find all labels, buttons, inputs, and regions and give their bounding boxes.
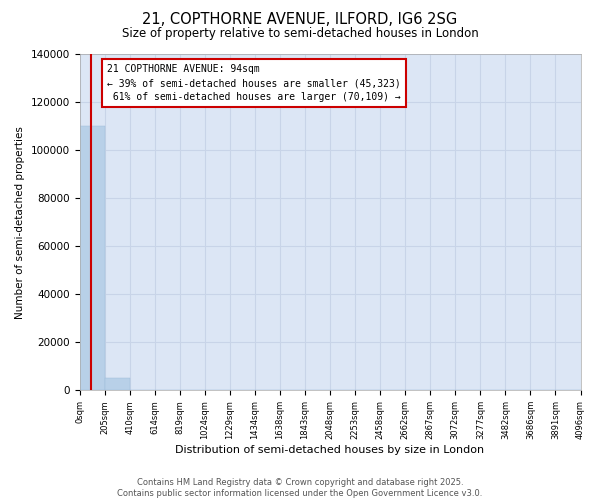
Bar <box>80 126 104 390</box>
X-axis label: Distribution of semi-detached houses by size in London: Distribution of semi-detached houses by … <box>175 445 485 455</box>
Text: Contains HM Land Registry data © Crown copyright and database right 2025.
Contai: Contains HM Land Registry data © Crown c… <box>118 478 482 498</box>
Text: 21 COPTHORNE AVENUE: 94sqm
← 39% of semi-detached houses are smaller (45,323)
 6: 21 COPTHORNE AVENUE: 94sqm ← 39% of semi… <box>107 64 401 102</box>
Y-axis label: Number of semi-detached properties: Number of semi-detached properties <box>15 126 25 318</box>
Bar <box>104 378 130 390</box>
Text: 21, COPTHORNE AVENUE, ILFORD, IG6 2SG: 21, COPTHORNE AVENUE, ILFORD, IG6 2SG <box>142 12 458 28</box>
Text: Size of property relative to semi-detached houses in London: Size of property relative to semi-detach… <box>122 28 478 40</box>
